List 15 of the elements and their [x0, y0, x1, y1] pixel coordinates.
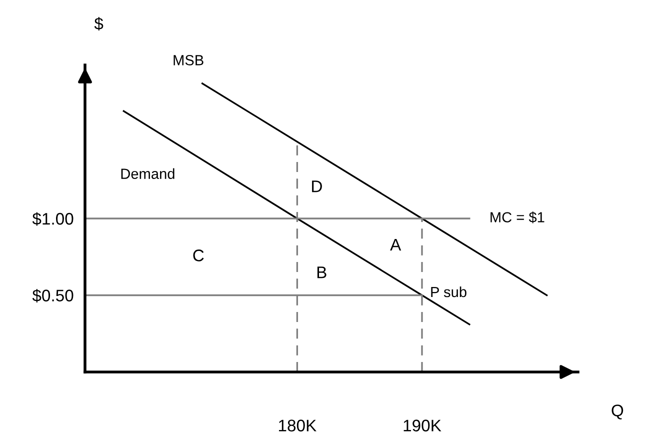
series-label: MSB [174, 55, 204, 66]
series-label: Demand [121, 168, 174, 179]
line-series [122, 110, 470, 326]
y-tick-label: $1.00 [32, 212, 74, 226]
y-tick-label: $0.50 [32, 288, 74, 302]
x-tick-label: 180K [278, 420, 316, 432]
x-axis-title: Q [612, 404, 624, 420]
series-label: MC = $1 [490, 211, 544, 224]
annotation: A [390, 238, 402, 250]
series-label: P sub [431, 286, 466, 298]
y-axis-title: $ [94, 17, 104, 31]
annotation: B [317, 266, 326, 278]
annotation: D [312, 180, 322, 192]
x-tick-label: 190K [404, 420, 442, 432]
annotation: C [193, 250, 204, 262]
